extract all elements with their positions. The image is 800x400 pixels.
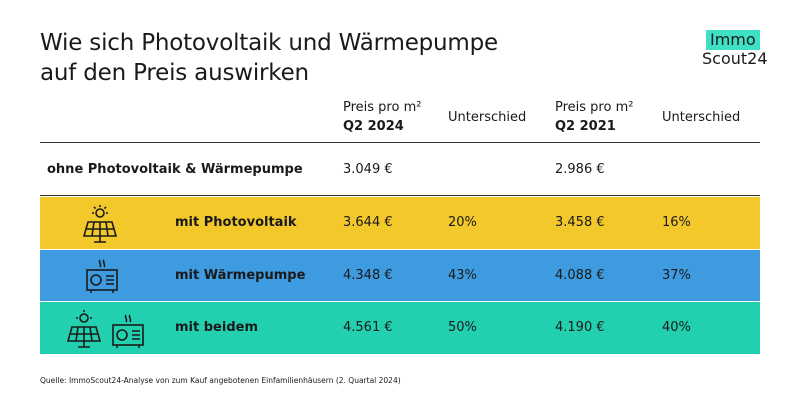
row-label: mit Wärmepumpe bbox=[175, 268, 306, 283]
diff-cell: 50% bbox=[448, 320, 477, 335]
column-header: Preis pro m² bbox=[555, 100, 634, 115]
price-cell: 3.049 € bbox=[343, 162, 393, 177]
heat-pump-icon bbox=[86, 259, 118, 293]
row bbox=[40, 302, 760, 354]
diff-cell: 40% bbox=[662, 320, 691, 335]
diff-cell: 43% bbox=[448, 268, 477, 283]
price-cell: 4.561 € bbox=[343, 320, 393, 335]
row-label: ohne Photovoltaik & Wärmepumpe bbox=[47, 162, 303, 177]
column-header: Preis pro m² bbox=[343, 100, 422, 115]
rule bbox=[40, 142, 760, 143]
price-cell: 4.088 € bbox=[555, 268, 605, 283]
diff-cell: 37% bbox=[662, 268, 691, 283]
column-header: Q2 2024 bbox=[343, 119, 404, 134]
solar-icon bbox=[82, 205, 118, 243]
price-cell: 4.190 € bbox=[555, 320, 605, 335]
row bbox=[40, 250, 760, 301]
rule bbox=[40, 195, 760, 196]
logo-top: Immo bbox=[706, 30, 760, 50]
title-line: Wie sich Photovoltaik und Wärmepumpe bbox=[40, 30, 498, 56]
price-cell: 3.644 € bbox=[343, 215, 393, 230]
solar-icon bbox=[66, 310, 102, 348]
column-header: Unterschied bbox=[448, 110, 527, 125]
column-header: Unterschied bbox=[662, 110, 741, 125]
price-cell: 2.986 € bbox=[555, 162, 605, 177]
heat-pump-icon bbox=[112, 314, 144, 348]
row-label: mit Photovoltaik bbox=[175, 215, 297, 230]
diff-cell: 20% bbox=[448, 215, 477, 230]
logo-bottom: Scout24 bbox=[702, 49, 768, 68]
title-line: auf den Preis auswirken bbox=[40, 60, 309, 86]
diff-cell: 16% bbox=[662, 215, 691, 230]
source-note: Quelle: ImmoScout24-Analyse von zum Kauf… bbox=[40, 376, 401, 385]
price-cell: 4.348 € bbox=[343, 268, 393, 283]
column-header: Q2 2021 bbox=[555, 119, 616, 134]
row-label: mit beidem bbox=[175, 320, 258, 335]
row bbox=[40, 197, 760, 249]
price-cell: 3.458 € bbox=[555, 215, 605, 230]
